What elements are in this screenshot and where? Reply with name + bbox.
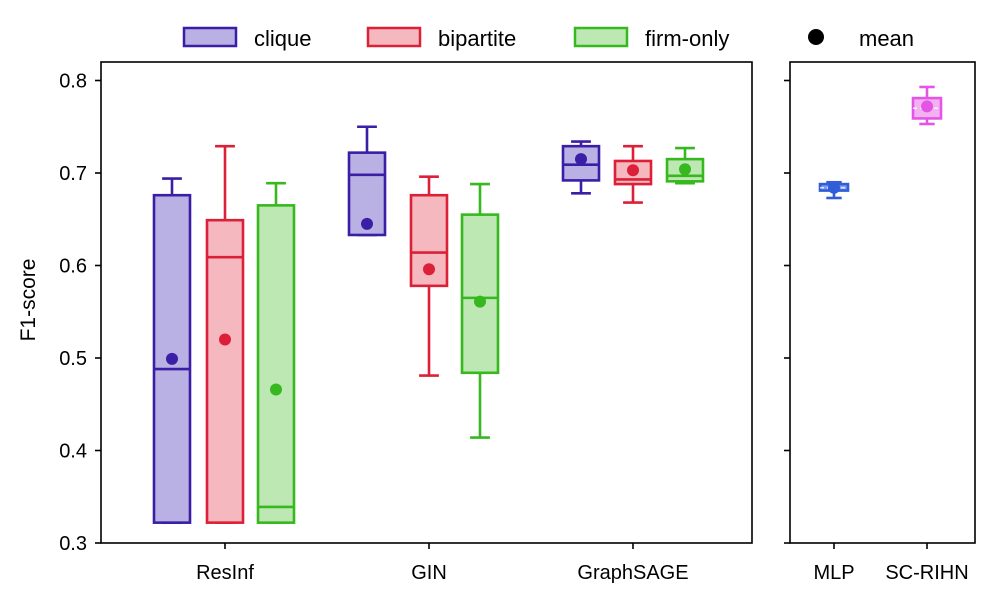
box-resinf-bipartite bbox=[205, 218, 245, 524]
legend-label-mean: mean bbox=[859, 26, 914, 51]
y-tick-labels: 0.3 0.4 0.5 0.6 0.7 0.8 bbox=[59, 71, 87, 556]
box-gin-firm-only bbox=[460, 213, 500, 375]
y-tick-label: 0.5 bbox=[59, 348, 87, 370]
legend-label-firm-only: firm-only bbox=[645, 26, 729, 51]
mean-marker-mlp-mlp bbox=[828, 181, 840, 194]
y-tick-label: 0.7 bbox=[59, 163, 87, 185]
y-tick-label: 0.8 bbox=[59, 71, 87, 93]
x-tick-label-graphsage: GraphSAGE bbox=[577, 562, 688, 584]
x-tick-label-gin: GIN bbox=[411, 562, 447, 584]
mean-marker-sc-rihn-sc-rihn bbox=[921, 100, 933, 113]
x-tick-label-sc-rihn: SC-RIHN bbox=[885, 562, 968, 584]
x-tick-label-resinf: ResInf bbox=[196, 562, 254, 584]
y-axis-label: F1-score bbox=[17, 259, 40, 342]
mean-marker-gin-bipartite bbox=[423, 263, 435, 276]
box-resinf-firm-only bbox=[256, 204, 296, 524]
y-tick-label: 0.6 bbox=[59, 256, 87, 278]
mean-marker-graphsage-bipartite bbox=[627, 164, 639, 177]
y-tick-label: 0.4 bbox=[59, 441, 87, 463]
right-panel-frame bbox=[789, 61, 976, 544]
mean-marker-gin-firm-only bbox=[474, 295, 486, 308]
mean-marker-resinf-firm-only bbox=[270, 383, 282, 396]
legend: clique bipartite firm-only mean bbox=[182, 26, 914, 51]
y-tick-label: 0.3 bbox=[59, 533, 87, 555]
mean-marker-gin-clique bbox=[361, 217, 373, 230]
mean-marker-resinf-bipartite bbox=[219, 333, 231, 346]
legend-mean-marker bbox=[808, 29, 824, 45]
plot-marks bbox=[152, 85, 943, 524]
mean-marker-graphsage-clique bbox=[575, 153, 587, 166]
legend-label-bipartite: bipartite bbox=[438, 26, 516, 51]
legend-label-clique: clique bbox=[254, 26, 311, 51]
legend-swatch-clique bbox=[182, 26, 238, 48]
axis-ticks bbox=[95, 79, 928, 549]
legend-swatch-firm-only bbox=[573, 26, 629, 48]
mean-marker-resinf-clique bbox=[166, 352, 178, 365]
mean-marker-graphsage-firm-only bbox=[679, 163, 691, 176]
legend-swatch-bipartite bbox=[366, 26, 422, 48]
x-tick-label-mlp: MLP bbox=[813, 562, 854, 584]
x-tick-labels: ResInf GIN GraphSAGE MLP SC-RIHN bbox=[196, 562, 969, 584]
left-panel-frame bbox=[100, 61, 753, 544]
